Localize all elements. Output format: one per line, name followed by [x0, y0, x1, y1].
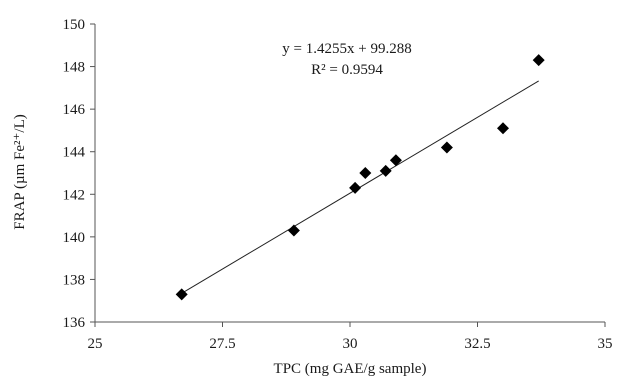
- r-squared-label: R² = 0.9594: [311, 62, 383, 78]
- x-tick-label: 35: [598, 336, 613, 352]
- y-tick-label: 136: [63, 315, 86, 331]
- y-tick-label: 144: [63, 145, 86, 161]
- y-axis-title: FRAP (µm Fe²⁺/L): [12, 114, 28, 230]
- y-tick-label: 140: [63, 230, 86, 246]
- x-tick-label: 30: [343, 336, 358, 352]
- data-point: [349, 181, 362, 194]
- y-tick-label: 150: [63, 17, 86, 33]
- x-tick-label: 25: [88, 336, 103, 352]
- x-tick-label: 27.5: [209, 336, 235, 352]
- data-points: [175, 54, 545, 301]
- x-axis-title: TPC (mg GAE/g sample): [274, 361, 427, 377]
- axis-ticks: 25 27.5 30 32.5 35 136 138 140 142 144 146 148 150: [63, 17, 613, 352]
- y-tick-label: 146: [63, 102, 86, 118]
- data-point: [440, 141, 453, 154]
- data-point: [175, 288, 188, 301]
- data-point: [497, 122, 509, 135]
- data-point: [287, 224, 300, 237]
- y-tick-label: 142: [63, 187, 86, 203]
- data-point: [389, 154, 402, 167]
- y-tick-label: 148: [63, 60, 86, 76]
- y-tick-label: 138: [63, 272, 86, 288]
- trendline-equation: y = 1.4255x + 99.288: [282, 41, 411, 57]
- data-point: [359, 167, 372, 179]
- x-tick-label: 32.5: [464, 336, 490, 352]
- data-point: [532, 54, 545, 67]
- data-point: [379, 164, 392, 177]
